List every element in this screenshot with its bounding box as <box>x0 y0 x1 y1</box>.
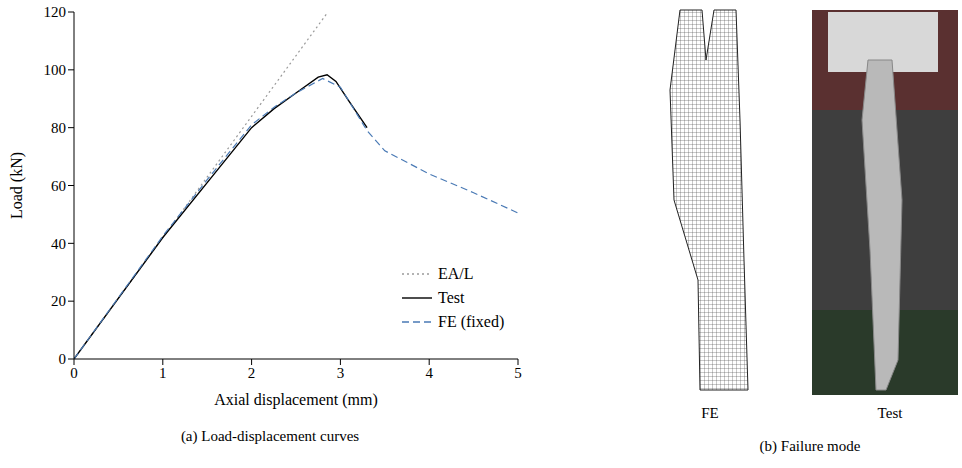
svg-text:120: 120 <box>44 4 67 20</box>
svg-text:80: 80 <box>51 120 66 136</box>
svg-text:100: 100 <box>44 62 67 78</box>
svg-text:3: 3 <box>337 365 345 381</box>
svg-text:20: 20 <box>51 293 66 309</box>
svg-text:Axial displacement (mm): Axial displacement (mm) <box>214 391 378 409</box>
html-text:(b) Failure mode: (b) Failure mode <box>759 438 861 454</box>
html-text:EA/L: EA/L <box>438 265 474 282</box>
html-text:(a) Load-displacement curves: (a) Load-displacement curves <box>180 428 360 444</box>
svg-text:0: 0 <box>70 365 78 381</box>
svg-text:60: 60 <box>51 178 66 194</box>
html-text:Test: Test <box>438 289 465 306</box>
svg-text:1: 1 <box>159 365 167 381</box>
svg-text:5: 5 <box>514 365 522 381</box>
svg-text:2: 2 <box>248 365 256 381</box>
svg-text:Load (kN): Load (kN) <box>8 152 26 219</box>
html-text:FE (fixed): FE (fixed) <box>438 313 505 330</box>
svg-text:4: 4 <box>425 365 433 381</box>
svg-text:40: 40 <box>51 236 66 252</box>
html-text:Test: Test <box>877 405 903 421</box>
svg-text:0: 0 <box>59 351 67 367</box>
html-text:FE: FE <box>701 405 719 421</box>
